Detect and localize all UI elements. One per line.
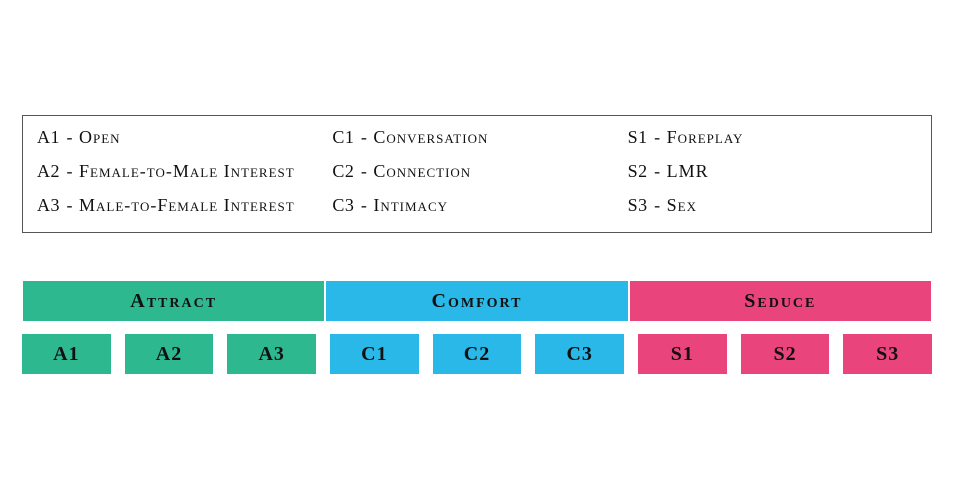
legend-name: Connection bbox=[373, 161, 471, 181]
subphase-s3: S3 bbox=[843, 334, 932, 374]
legend-name: Intimacy bbox=[373, 195, 448, 215]
legend-dash: - bbox=[354, 161, 373, 181]
legend-dash: - bbox=[354, 127, 373, 147]
legend-code: A3 bbox=[37, 195, 60, 215]
phase-comfort: Comfort bbox=[325, 280, 628, 322]
diagram-canvas: A1 - Open C1 - Conversation S1 - Forepla… bbox=[0, 0, 960, 502]
legend-code: S1 bbox=[628, 127, 648, 147]
legend-item-a1: A1 - Open bbox=[37, 124, 326, 152]
legend-item-a3: A3 - Male-to-Female Interest bbox=[37, 192, 326, 220]
legend-code: C3 bbox=[332, 195, 354, 215]
legend-item-c1: C1 - Conversation bbox=[332, 124, 621, 152]
legend-code: C2 bbox=[332, 161, 354, 181]
legend-box: A1 - Open C1 - Conversation S1 - Forepla… bbox=[22, 115, 932, 233]
subphase-a1: A1 bbox=[22, 334, 111, 374]
subphase-row: A1 A2 A3 C1 C2 C3 S1 S2 S3 bbox=[22, 334, 932, 374]
subphase-s2: S2 bbox=[741, 334, 830, 374]
subphase-s1: S1 bbox=[638, 334, 727, 374]
subphase-c1: C1 bbox=[330, 334, 419, 374]
legend-dash: - bbox=[354, 195, 373, 215]
legend-item-a2: A2 - Female-to-Male Interest bbox=[37, 158, 326, 186]
legend-name: Female-to-Male Interest bbox=[79, 161, 295, 181]
legend-name: Male-to-Female Interest bbox=[79, 195, 295, 215]
subphase-a2: A2 bbox=[125, 334, 214, 374]
subphase-a3: A3 bbox=[227, 334, 316, 374]
phase-seduce: Seduce bbox=[629, 280, 932, 322]
legend-dash: - bbox=[648, 161, 667, 181]
legend-dash: - bbox=[648, 127, 667, 147]
legend-name: Sex bbox=[667, 195, 697, 215]
subphase-c3: C3 bbox=[535, 334, 624, 374]
legend-name: Conversation bbox=[373, 127, 488, 147]
legend-name: LMR bbox=[667, 161, 709, 181]
legend-code: S3 bbox=[628, 195, 648, 215]
phase-attract: Attract bbox=[22, 280, 325, 322]
subphase-c2: C2 bbox=[433, 334, 522, 374]
legend-code: C1 bbox=[332, 127, 354, 147]
phase-row: Attract Comfort Seduce bbox=[22, 280, 932, 322]
legend-code: A1 bbox=[37, 127, 60, 147]
legend-code: A2 bbox=[37, 161, 60, 181]
legend-name: Foreplay bbox=[667, 127, 744, 147]
legend-item-s1: S1 - Foreplay bbox=[628, 124, 917, 152]
legend-item-s3: S3 - Sex bbox=[628, 192, 917, 220]
legend-name: Open bbox=[79, 127, 121, 147]
legend-dash: - bbox=[60, 127, 79, 147]
legend-item-c2: C2 - Connection bbox=[332, 158, 621, 186]
legend-item-s2: S2 - LMR bbox=[628, 158, 917, 186]
legend-dash: - bbox=[60, 161, 79, 181]
legend-code: S2 bbox=[628, 161, 648, 181]
legend-dash: - bbox=[60, 195, 79, 215]
legend-item-c3: C3 - Intimacy bbox=[332, 192, 621, 220]
legend-dash: - bbox=[648, 195, 667, 215]
